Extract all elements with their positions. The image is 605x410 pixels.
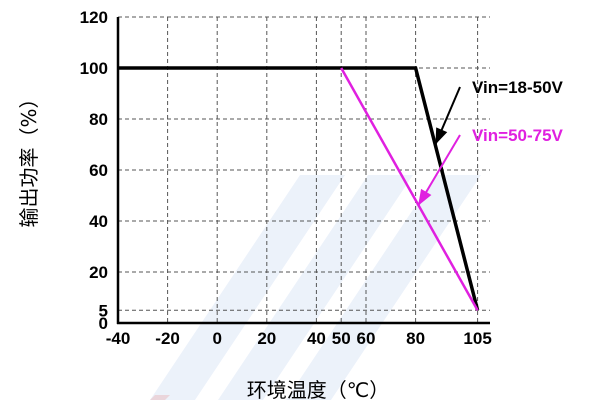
series-lines — [118, 66, 480, 311]
x-tick-label: -20 — [155, 329, 180, 348]
x-axis-title: 环境温度（℃） — [247, 378, 389, 402]
x-tick-label: 105 — [463, 329, 491, 348]
y-tick-label: 20 — [89, 263, 108, 282]
watermark — [150, 175, 481, 400]
x-tick-label: 0 — [212, 329, 221, 348]
y-tick-label: 80 — [89, 110, 108, 129]
y-tick-label: 40 — [89, 212, 108, 231]
annotation-arrowhead-2 — [418, 188, 432, 206]
y-tick-label: 0 — [99, 314, 108, 333]
series-line-1 — [118, 66, 480, 311]
y-axis-title: 输出功率（%） — [17, 88, 41, 227]
y-tick-label: 60 — [89, 161, 108, 180]
x-tick-label: 20 — [257, 329, 276, 348]
x-tick-label: 50 — [332, 329, 351, 348]
annotation-label-1: Vin=18-50V — [472, 78, 564, 97]
x-tick-label: 40 — [307, 329, 326, 348]
annotation-arrowhead-1 — [435, 127, 448, 145]
x-tick-label: 60 — [357, 329, 376, 348]
annotation-label-2: Vin=50-75V — [472, 126, 564, 145]
series-line-2 — [340, 67, 479, 311]
x-tick-label: -40 — [106, 329, 131, 348]
x-tick-label: 80 — [406, 329, 425, 348]
series-annotations: Vin=18-50V Vin=50-75V — [417, 78, 564, 207]
y-tick-label: 120 — [80, 8, 108, 27]
y-tick-label: 5 — [99, 301, 108, 320]
y-tick-label: 100 — [80, 59, 108, 78]
